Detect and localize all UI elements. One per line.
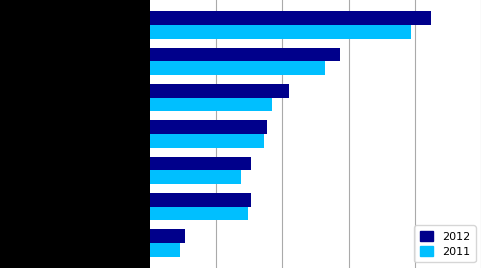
Bar [150, 207, 247, 220]
Bar [150, 193, 251, 207]
Bar [150, 61, 326, 75]
Bar [150, 170, 241, 184]
Bar [150, 229, 185, 243]
Bar [150, 243, 180, 257]
Bar [150, 120, 268, 134]
Bar [150, 134, 264, 148]
Bar [150, 84, 289, 98]
Legend: 2012, 2011: 2012, 2011 [414, 225, 476, 262]
Bar [150, 157, 251, 170]
Bar [150, 48, 340, 61]
Bar [150, 98, 273, 111]
Bar [150, 25, 411, 39]
Bar [150, 11, 432, 25]
